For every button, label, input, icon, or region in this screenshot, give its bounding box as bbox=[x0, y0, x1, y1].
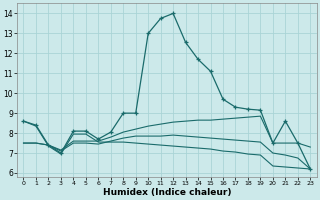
X-axis label: Humidex (Indice chaleur): Humidex (Indice chaleur) bbox=[103, 188, 231, 197]
